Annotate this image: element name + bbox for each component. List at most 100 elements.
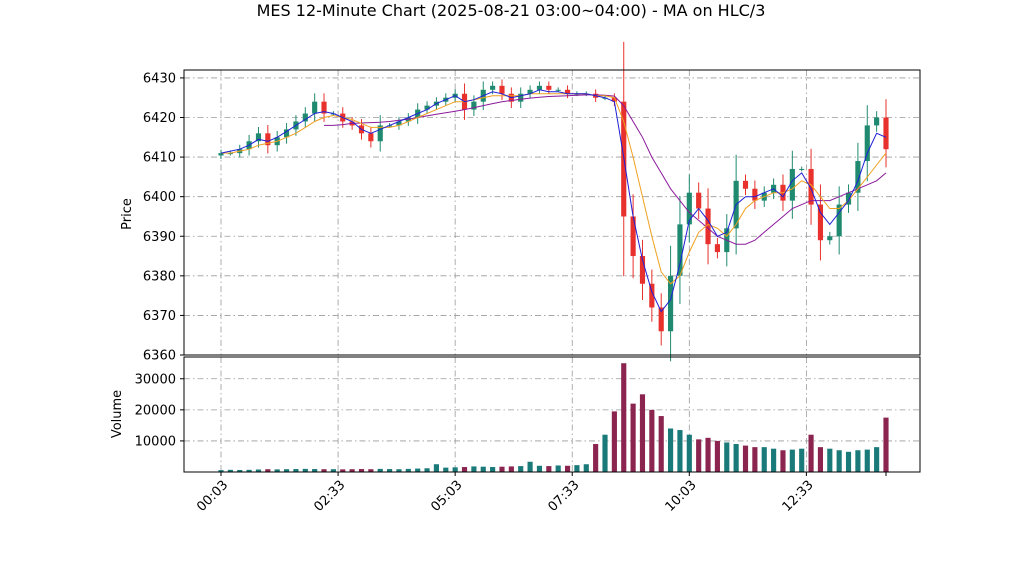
volume-bar (780, 450, 786, 472)
candle-body (836, 204, 842, 237)
volume-bar (396, 469, 402, 472)
candle-body (752, 188, 758, 201)
volume-bar (630, 403, 636, 472)
volume-bar (602, 434, 608, 472)
volume-bar (237, 469, 243, 472)
volume-bar (424, 468, 430, 472)
candle-body (255, 133, 262, 142)
candle-body (218, 153, 224, 156)
volume-bar (621, 363, 627, 472)
volume-bar (761, 447, 767, 472)
price-tick-label: 6390 (143, 230, 176, 245)
volume-bar (836, 450, 842, 472)
candle-body (368, 133, 374, 142)
candle-body (564, 89, 571, 94)
candle-body (639, 256, 646, 284)
volume-tick-label: 20000 (135, 403, 176, 418)
volume-bar (415, 468, 421, 472)
volume-bar (733, 444, 739, 472)
candle-body (321, 101, 327, 114)
candle-body (518, 93, 524, 102)
candle-body (555, 89, 561, 91)
volume-grid (184, 357, 920, 472)
candle-body (668, 275, 674, 332)
candle-body (302, 113, 308, 122)
candle-body (649, 283, 655, 308)
volume-bar (387, 469, 393, 472)
price-grid (184, 70, 920, 355)
volume-bar (817, 447, 824, 472)
volume-bar (827, 448, 833, 472)
candle-body (499, 85, 505, 94)
moving-average-lines (220, 89, 887, 313)
volume-bar (677, 430, 683, 472)
volume-bar (808, 434, 814, 472)
volume-bar (799, 448, 805, 472)
volume-bar (321, 469, 327, 472)
candle-body (827, 236, 833, 241)
volume-bar (405, 468, 411, 472)
volume-axis-label: Volume (110, 390, 125, 438)
volume-bar (771, 448, 777, 472)
volume-bar (518, 466, 524, 472)
volume-bar (649, 409, 655, 472)
x-tick-label: 07:33 (545, 478, 582, 515)
volume-bar (274, 469, 280, 472)
volume-bar (330, 469, 336, 472)
candle-body (471, 101, 477, 110)
price-tick-label: 6380 (143, 269, 176, 284)
volume-bar (696, 439, 702, 472)
volume-bar (724, 442, 730, 472)
volume-bar (358, 469, 365, 472)
candle-body (789, 168, 795, 201)
volume-bar (218, 470, 224, 472)
volume-bar (452, 467, 458, 472)
chart-title: MES 12-Minute Chart (2025-08-21 03:00~04… (257, 1, 766, 20)
volume-bar (611, 411, 617, 472)
price-axis-label: Price (120, 198, 135, 230)
volume-bar (864, 449, 870, 472)
volume-bar (312, 469, 318, 472)
volume-bar (471, 466, 477, 472)
x-axis: 00:03 02:33 05:03 07:33 10:03 12:33 (194, 472, 887, 515)
volume-bar (265, 469, 271, 472)
candle-body (658, 307, 664, 332)
candle-body (330, 113, 336, 115)
candle-body (696, 192, 702, 209)
price-tick-label: 6400 (143, 190, 176, 205)
volume-bar (555, 465, 561, 472)
volume-bar (874, 447, 880, 472)
volume-bar (752, 447, 758, 472)
candle-body (283, 129, 290, 138)
x-tick-label: 10:03 (663, 478, 700, 515)
candle-body (817, 204, 824, 241)
ma-mid-line (221, 93, 887, 285)
candle-body (874, 117, 880, 126)
candle-body (536, 85, 543, 90)
candle-body (396, 121, 402, 126)
candle-body (845, 192, 852, 205)
volume-tick-label: 10000 (135, 434, 176, 449)
volume-bar (349, 469, 355, 472)
candle-body (312, 101, 318, 114)
volume-bar (490, 467, 496, 472)
candle-body (611, 97, 617, 102)
candle-body (377, 125, 383, 142)
candle-body (527, 89, 533, 94)
x-tick-label: 12:33 (780, 478, 817, 515)
candle-body (799, 168, 805, 170)
volume-bar (536, 465, 543, 472)
volume-bar (433, 464, 439, 472)
price-tick-label: 6430 (143, 71, 176, 86)
candle-body (864, 125, 870, 162)
volume-tick-label: 30000 (135, 372, 176, 387)
volume-bar (583, 464, 589, 472)
candle-body (424, 105, 430, 110)
price-y-axis: 6360 6370 6380 6390 6400 6410 6420 6430 (143, 71, 184, 364)
x-tick-label: 00:03 (194, 478, 231, 515)
volume-bar (658, 416, 664, 472)
volume-bar (227, 469, 233, 472)
price-tick-label: 6360 (143, 349, 176, 364)
candle-body (705, 208, 711, 245)
